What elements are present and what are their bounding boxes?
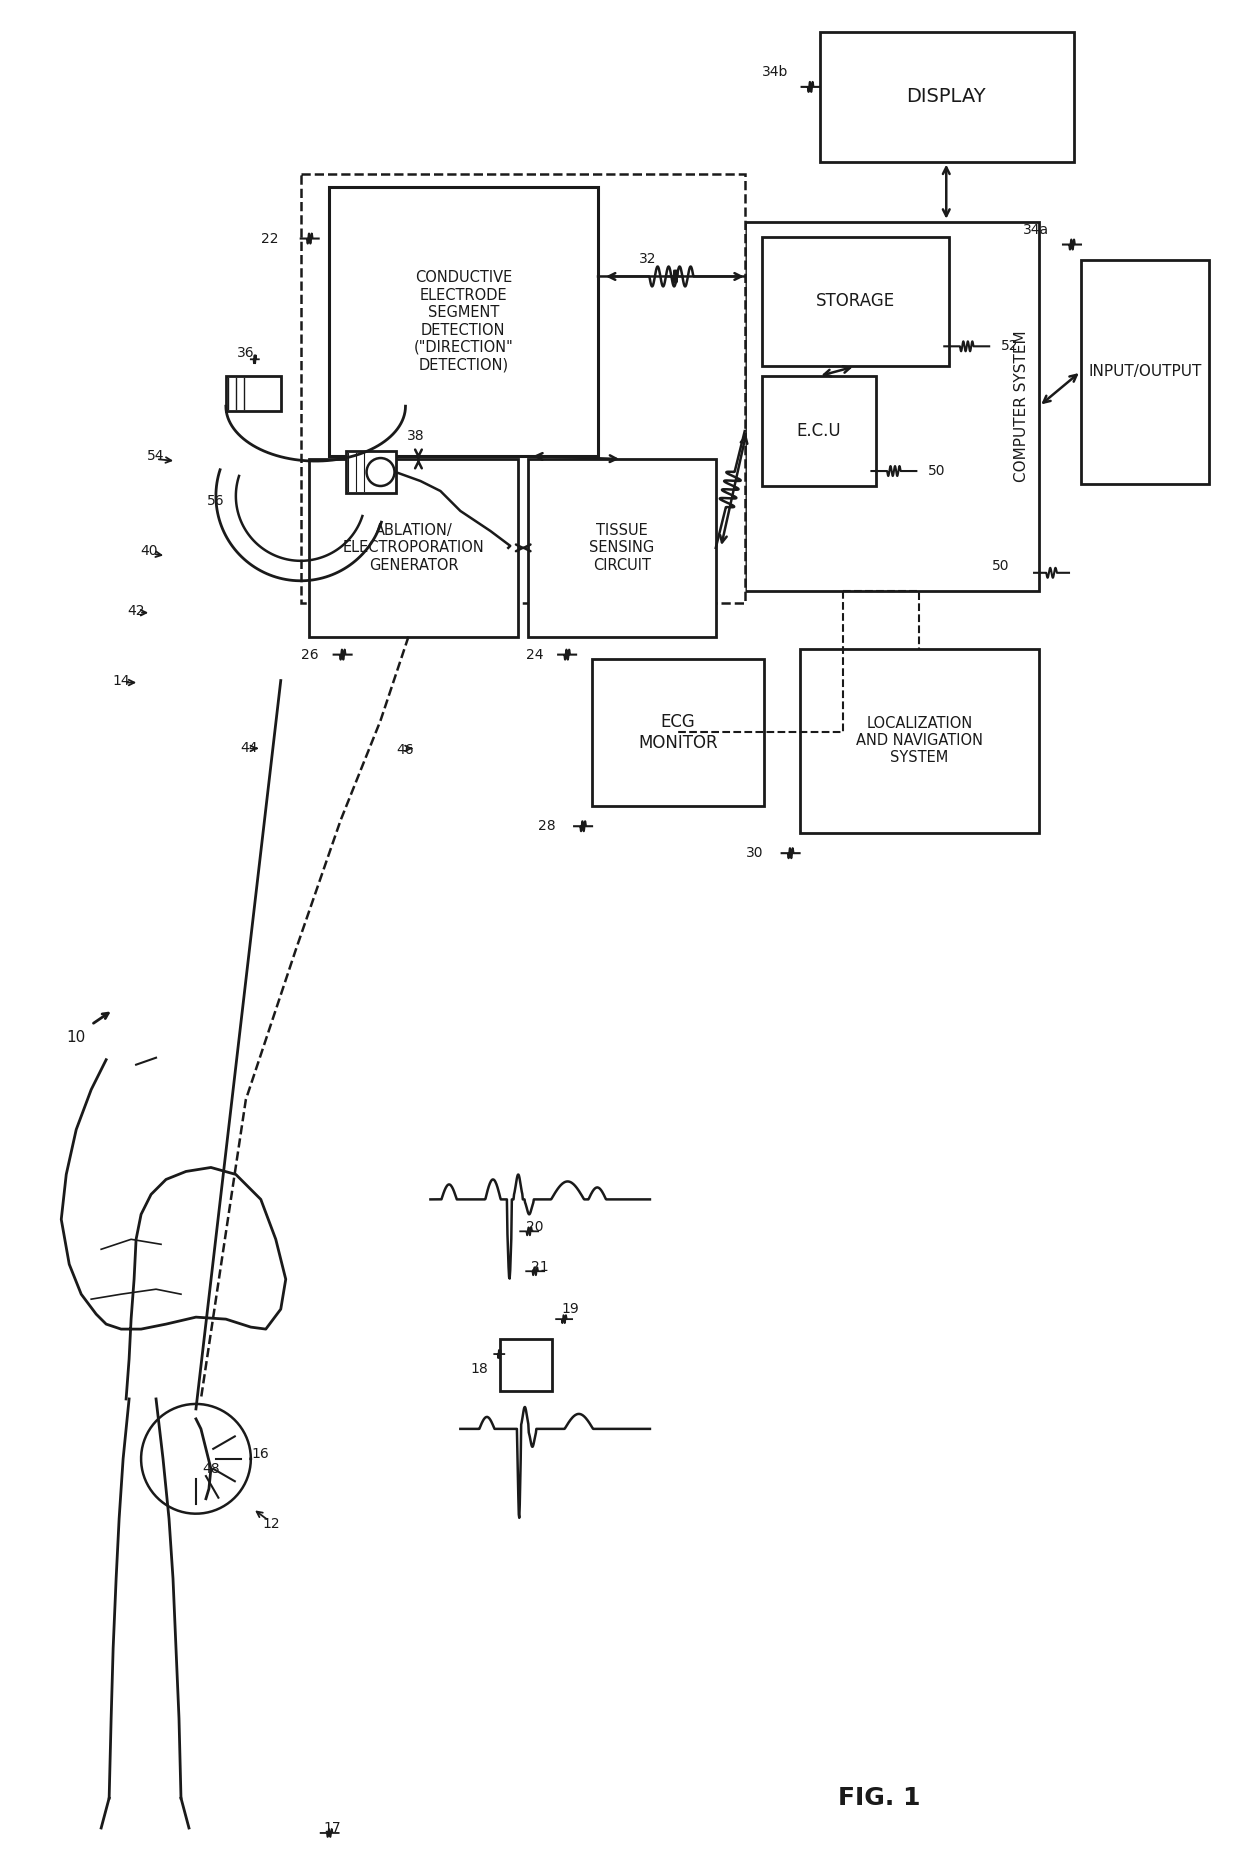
Text: 46: 46 [397,744,414,757]
Text: 56: 56 [207,495,224,508]
Text: 52: 52 [1001,339,1018,353]
Text: FIG. 1: FIG. 1 [838,1786,920,1810]
Circle shape [367,458,394,485]
Bar [329,186,598,456]
Text: DISPLAY: DISPLAY [906,87,986,106]
Text: 50: 50 [929,463,946,478]
Text: 34a: 34a [1023,223,1049,236]
Text: 22: 22 [262,231,279,246]
Text: 17: 17 [324,1821,341,1836]
Text: LOCALIZATION
AND NAVIGATION
SYSTEM: LOCALIZATION AND NAVIGATION SYSTEM [856,716,983,764]
Text: ABLATION/
ELECTROPORATION
GENERATOR: ABLATION/ ELECTROPORATION GENERATOR [342,523,485,573]
Bar [226,376,280,411]
Bar [500,1339,552,1391]
Text: 42: 42 [128,604,145,618]
Text: 28: 28 [538,818,556,833]
Bar [745,221,1039,591]
Text: 48: 48 [202,1462,219,1475]
Bar [761,376,877,485]
Text: 14: 14 [113,673,130,688]
Bar [591,658,764,805]
Text: COMPUTER SYSTEM: COMPUTER SYSTEM [1013,331,1029,482]
Text: 34b: 34b [761,65,787,78]
Text: 40: 40 [140,543,157,558]
Bar [1081,260,1209,484]
Bar [301,173,745,603]
Bar [309,459,518,636]
Text: 32: 32 [639,251,657,266]
Text: ECG
MONITOR: ECG MONITOR [639,712,718,751]
Text: CONDUCTIVE
ELECTRODE
SEGMENT
DETECTION
("DIRECTION"
DETECTION): CONDUCTIVE ELECTRODE SEGMENT DETECTION (… [413,270,513,372]
Bar [820,32,1074,162]
Text: 16: 16 [252,1447,269,1460]
Text: E.C.U: E.C.U [796,422,841,441]
Text: 36: 36 [237,346,254,361]
Bar [800,649,1039,833]
Text: 30: 30 [746,846,764,859]
Text: INPUT/OUTPUT: INPUT/OUTPUT [1089,365,1202,379]
Text: STORAGE: STORAGE [816,292,895,311]
Text: TISSUE
SENSING
CIRCUIT: TISSUE SENSING CIRCUIT [589,523,655,573]
Text: 54: 54 [148,448,165,463]
Text: 21: 21 [532,1261,549,1274]
Text: 19: 19 [562,1302,579,1317]
Bar [528,459,715,636]
Bar [346,452,396,493]
Text: 44: 44 [241,742,258,755]
Text: 26: 26 [301,647,319,662]
Text: 24: 24 [526,647,543,662]
Text: 18: 18 [470,1362,489,1376]
Text: 50: 50 [992,558,1009,573]
Bar [761,236,950,366]
Text: 38: 38 [407,430,424,443]
Text: 10: 10 [67,1030,86,1045]
Text: 12: 12 [262,1516,279,1531]
Text: 20: 20 [527,1220,544,1235]
